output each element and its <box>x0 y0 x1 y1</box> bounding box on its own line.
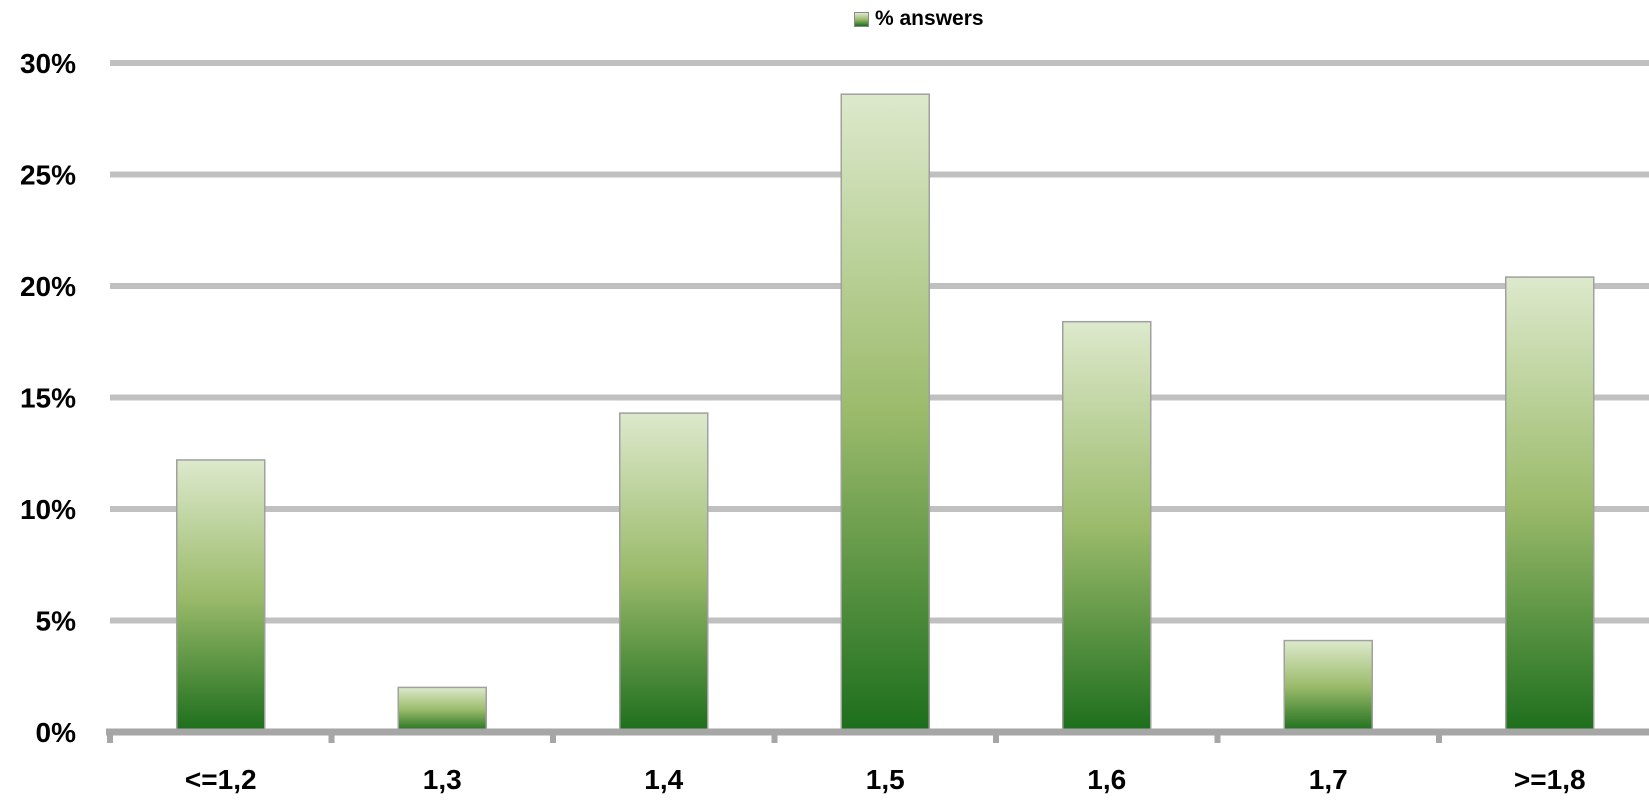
x-axis <box>106 728 1649 743</box>
y-tick-label: 0% <box>36 717 77 748</box>
y-tick-label: 15% <box>20 383 76 414</box>
legend-label: % answers <box>875 7 984 30</box>
x-tick-label: 1,3 <box>423 764 462 795</box>
x-axis-tick-labels: <=1,2 1,3 1,4 1,5 1,6 1,7 >=1,8 <box>185 764 1586 795</box>
bar-4 <box>1062 320 1152 733</box>
chart-legend: % answers <box>854 6 984 32</box>
x-tick-label: 1,4 <box>644 764 683 795</box>
bar-2 <box>619 412 709 733</box>
y-axis-tick-labels: 0% 5% 10% 15% 20% 25% 30% <box>20 48 76 748</box>
x-tick-label: <=1,2 <box>185 764 257 795</box>
x-tick-label: >=1,8 <box>1514 764 1586 795</box>
bar-6 <box>1505 276 1595 733</box>
y-tick-label: 10% <box>20 494 76 525</box>
bars <box>176 93 1595 733</box>
y-tick-label: 25% <box>20 160 76 191</box>
bar-1 <box>397 686 487 733</box>
x-tick-label: 1,7 <box>1309 764 1348 795</box>
y-tick-label: 30% <box>20 48 76 79</box>
y-tick-label: 20% <box>20 271 76 302</box>
bar-3 <box>840 93 930 733</box>
bar-5 <box>1283 639 1373 733</box>
x-tick-label: 1,5 <box>866 764 905 795</box>
bar-0 <box>176 459 266 733</box>
y-tick-label: 5% <box>36 606 77 637</box>
legend-swatch-icon <box>854 11 869 27</box>
x-tick-label: 1,6 <box>1087 764 1126 795</box>
